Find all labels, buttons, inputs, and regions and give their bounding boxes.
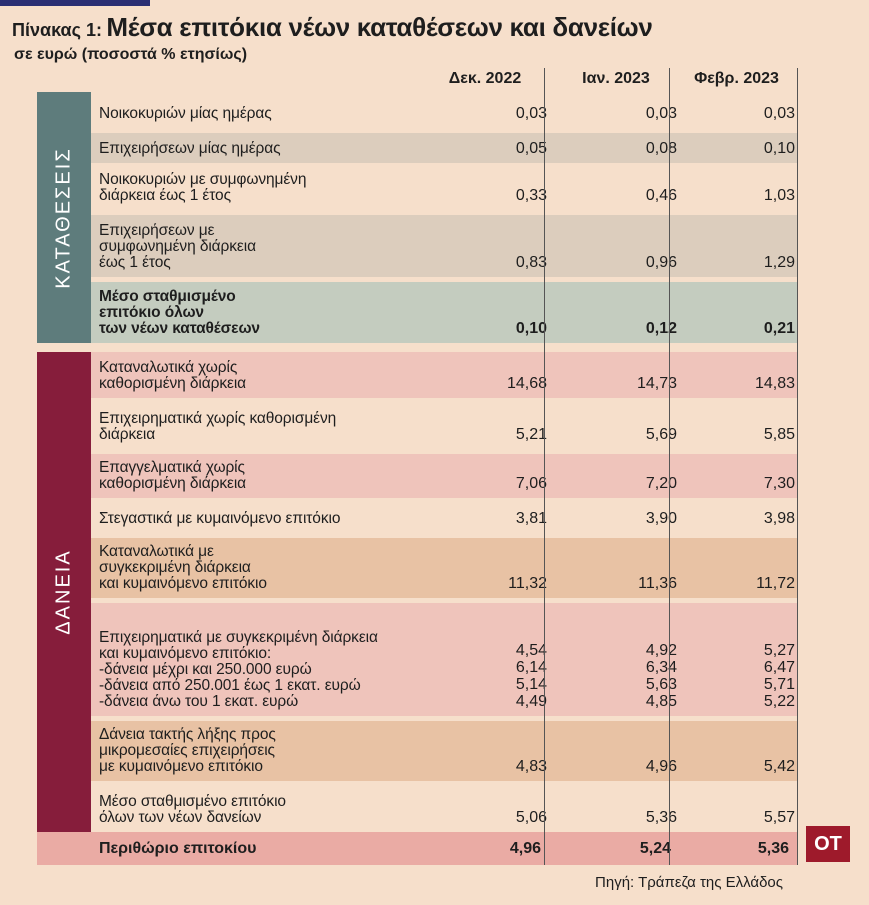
- deposit-value-jan-2023: 0,12: [645, 320, 677, 337]
- deposit-row: Μέσο σταθμισμένο επιτόκιο όλων των νέων …: [91, 282, 797, 343]
- loan-value-feb-2023: 11,72: [756, 575, 795, 592]
- loan-value-jan-2023: 4,96: [645, 758, 677, 775]
- loan-value-feb-2023: 5,27 6,47 5,71 5,22: [763, 642, 795, 710]
- loan-row-label: Μέσο σταθμισμένο επιτόκιο όλων των νέων …: [99, 793, 286, 826]
- deposit-value-dec-2022: 0,03: [515, 105, 547, 122]
- table-title-label: Πίνακας 1:: [12, 20, 102, 40]
- deposit-row: Νοικοκυριών με συμφωνημένη διάρκεια έως …: [91, 168, 797, 210]
- loan-row-label: Καταναλωτικά χωρίς καθορισμένη διάρκεια: [99, 359, 247, 392]
- loan-row-label: Στεγαστικά με κυμαινόμενο επιτόκιο: [99, 510, 341, 527]
- loan-value-dec-2022: 7,06: [515, 475, 547, 492]
- deposit-value-feb-2023: 0,03: [763, 105, 795, 122]
- loan-row: Καταναλωτικά με συγκεκριμένη διάρκεια κα…: [91, 538, 797, 598]
- column-header-feb-2023: Φεβρ. 2023: [694, 70, 779, 87]
- loan-value-feb-2023: 5,42: [763, 758, 795, 775]
- loans-section-label: ΔΑΝΕΙΑ: [52, 549, 75, 635]
- deposit-row-label: Μέσο σταθμισμένο επιτόκιο όλων των νέων …: [99, 288, 260, 337]
- loan-value-jan-2023: 11,36: [638, 575, 677, 592]
- loan-value-dec-2022: 4,54 6,14 5,14 4,49: [515, 642, 547, 710]
- interest-margin-label: Περιθώριο επιτοκίου: [99, 840, 257, 857]
- source-note: Πηγή: Τράπεζα της Ελλάδος: [595, 874, 783, 891]
- deposit-value-jan-2023: 0,08: [645, 140, 677, 157]
- deposit-value-dec-2022: 0,10: [515, 320, 547, 337]
- deposit-value-dec-2022: 0,33: [515, 187, 547, 204]
- loan-value-feb-2023: 14,83: [754, 375, 795, 392]
- top-accent-bar: [0, 0, 150, 6]
- column-divider-2: [669, 68, 670, 865]
- loan-value-jan-2023: 3,90: [645, 510, 677, 527]
- ot-logo: ΟΤ: [806, 826, 850, 862]
- loan-row: Επιχειρηματικά με συγκεκριμένη διάρκεια …: [91, 603, 797, 716]
- deposit-value-jan-2023: 0,96: [645, 254, 677, 271]
- loan-value-dec-2022: 4,83: [515, 758, 547, 775]
- loan-row: Επιχειρηματικά χωρίς καθορισμένη διάρκει…: [91, 403, 797, 449]
- loan-row: Στεγαστικά με κυμαινόμενο επιτόκιο 3,81 3,…: [91, 503, 797, 533]
- deposit-value-jan-2023: 0,46: [645, 187, 677, 204]
- deposit-row: Επιχειρήσεων με συμφωνημένη διάρκεια έως…: [91, 215, 797, 277]
- interest-margin-row: Περιθώριο επιτοκίου 4,96 5,24 5,36: [37, 832, 797, 865]
- deposit-row-label: Νοικοκυριών με συμφωνημένη διάρκεια έως …: [99, 171, 307, 204]
- loan-value-feb-2023: 7,30: [763, 475, 795, 492]
- loan-row-label: Δάνεια τακτής λήξης προς μικρομεσαίες επ…: [99, 726, 276, 775]
- table-title: Πίνακας 1: Μέσα επιτόκια νέων καταθέσεων…: [12, 12, 653, 43]
- loan-value-dec-2022: 5,06: [515, 809, 547, 826]
- loan-value-jan-2023: 14,73: [636, 375, 677, 392]
- deposit-value-feb-2023: 0,21: [763, 320, 795, 337]
- deposits-section-band: ΚΑΤΑΘΕΣΕΙΣ: [37, 92, 91, 343]
- loan-value-jan-2023: 4,92 6,34 5,63 4,85: [645, 642, 677, 710]
- deposits-section-label: ΚΑΤΑΘΕΣΕΙΣ: [52, 146, 75, 289]
- deposit-value-feb-2023: 0,10: [763, 140, 795, 157]
- column-header-jan-2023: Ιαν. 2023: [582, 70, 650, 87]
- deposit-value-dec-2022: 0,83: [515, 254, 547, 271]
- table-title-main: Μέσα επιτόκια νέων καταθέσεων και δανείω…: [106, 12, 653, 42]
- loan-value-feb-2023: 5,85: [763, 426, 795, 443]
- loans-section-band: ΔΑΝΕΙΑ: [37, 352, 91, 832]
- deposit-row: Επιχειρήσεων μίας ημέρας 0,05 0,08 0,10: [91, 133, 797, 163]
- loan-row-label: Επιχειρηματικά χωρίς καθορισμένη διάρκει…: [99, 410, 337, 443]
- deposit-value-feb-2023: 1,03: [763, 187, 795, 204]
- deposit-row-label: Επιχειρήσεων με συμφωνημένη διάρκεια έως…: [99, 222, 256, 271]
- loan-row: Επαγγελματικά χωρίς καθορισμένη διάρκεια…: [91, 454, 797, 498]
- deposit-row-label: Νοικοκυριών μίας ημέρας: [99, 105, 272, 122]
- deposit-row: Νοικοκυριών μίας ημέρας 0,03 0,03 0,03: [91, 92, 797, 128]
- loan-row: Δάνεια τακτής λήξης προς μικρομεσαίες επ…: [91, 721, 797, 781]
- column-divider-1: [544, 68, 545, 865]
- loan-row-label: Επιχειρηματικά με συγκεκριμένη διάρκεια …: [99, 629, 378, 710]
- interest-margin-jan-2023: 5,24: [639, 840, 671, 857]
- loan-value-dec-2022: 5,21: [515, 426, 547, 443]
- loan-value-jan-2023: 7,20: [645, 475, 677, 492]
- loan-value-feb-2023: 5,57: [763, 809, 795, 826]
- deposit-value-feb-2023: 1,29: [763, 254, 795, 271]
- loan-row: Καταναλωτικά χωρίς καθορισμένη διάρκεια 1…: [91, 352, 797, 398]
- loan-value-jan-2023: 5,69: [645, 426, 677, 443]
- interest-margin-feb-2023: 5,36: [757, 840, 789, 857]
- column-divider-3: [797, 68, 798, 865]
- loan-value-jan-2023: 5,36: [645, 809, 677, 826]
- deposit-value-jan-2023: 0,03: [645, 105, 677, 122]
- loan-row: Μέσο σταθμισμένο επιτόκιο όλων των νέων …: [91, 786, 797, 832]
- deposit-row-label: Επιχειρήσεων μίας ημέρας: [99, 140, 281, 157]
- loan-row-label: Επαγγελματικά χωρίς καθορισμένη διάρκεια: [99, 459, 247, 492]
- loan-value-feb-2023: 3,98: [763, 510, 795, 527]
- loan-value-dec-2022: 14,68: [506, 375, 547, 392]
- loan-value-dec-2022: 3,81: [515, 510, 547, 527]
- loan-value-dec-2022: 11,32: [508, 575, 547, 592]
- deposit-value-dec-2022: 0,05: [515, 140, 547, 157]
- interest-margin-dec-2022: 4,96: [509, 840, 541, 857]
- table-subtitle: σε ευρώ (ποσοστά % ετησίως): [14, 46, 248, 63]
- loan-row-label: Καταναλωτικά με συγκεκριμένη διάρκεια κα…: [99, 543, 267, 592]
- column-header-dec-2022: Δεκ. 2022: [448, 70, 522, 87]
